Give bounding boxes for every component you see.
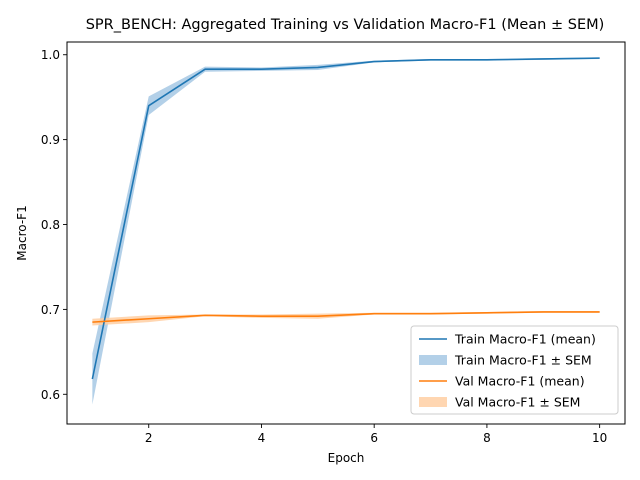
y-tick-label: 0.6 [41,388,60,402]
plot-area [91,57,600,405]
y-tick-label: 0.9 [41,133,60,147]
legend-frame [410,325,619,415]
chart-title: SPR_BENCH: Aggregated Training vs Valida… [86,17,605,33]
legend: Train Macro-F1 (mean) Train Macro-F1 ± SE… [410,325,619,415]
x-tick-label: 2 [145,431,153,445]
x-tick-label: 10 [592,431,607,445]
y-tick-label: 0.8 [41,218,60,232]
legend-swatch-band [419,355,447,365]
y-axis-label: Macro-F1 [15,205,29,260]
axis-ticks: 2 4 6 8 10 0.6 0.7 0.8 0.9 1.0 [41,48,607,445]
legend-label: Train Macro-F1 (mean) [454,332,596,347]
y-tick-label: 0.7 [41,303,60,317]
x-tick-label: 8 [483,431,491,445]
legend-label: Val Macro-F1 (mean) [455,374,585,389]
x-tick-label: 4 [258,431,266,445]
legend-swatch-band [419,397,447,407]
x-tick-label: 6 [370,431,378,445]
x-axis-label: Epoch [328,451,365,465]
series-1-sem-band [92,311,600,326]
series-1-mean-line [92,311,600,323]
legend-label: Val Macro-F1 ± SEM [455,395,580,410]
series-0-mean-line [91,57,600,380]
legend-label: Train Macro-F1 ± SEM [454,353,592,368]
y-tick-label: 1.0 [41,48,60,62]
axes-frame [66,41,626,425]
